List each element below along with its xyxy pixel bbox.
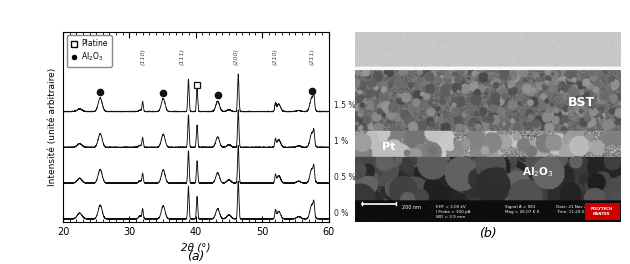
Text: Signal A = SE2: Signal A = SE2 [505, 205, 536, 209]
Text: WD = 3.9 mm: WD = 3.9 mm [437, 215, 466, 219]
Text: BST: BST [568, 96, 595, 109]
Text: Al$_2$O$_3$: Al$_2$O$_3$ [522, 165, 554, 178]
Text: (111): (111) [180, 48, 185, 65]
Text: 1.5 %: 1.5 % [334, 101, 355, 110]
Text: 200 nm: 200 nm [402, 205, 421, 210]
Text: 0.5 %: 0.5 % [334, 173, 355, 182]
Legend: Platine, Al$_2$O$_3$: Platine, Al$_2$O$_3$ [67, 35, 112, 67]
Text: POLYTECH
NANTES: POLYTECH NANTES [590, 207, 613, 216]
X-axis label: 2θ (°): 2θ (°) [181, 242, 210, 252]
Text: (b): (b) [479, 227, 496, 240]
Y-axis label: Intensité (unité arbitraire): Intensité (unité arbitraire) [49, 68, 57, 186]
Text: (210): (210) [273, 48, 278, 65]
Text: Mag = 26.07 K X: Mag = 26.07 K X [505, 210, 539, 214]
Text: (211): (211) [309, 48, 314, 65]
Text: 1 %: 1 % [334, 137, 348, 146]
Text: Time: 11:20:52: Time: 11:20:52 [556, 210, 587, 214]
Text: (a): (a) [187, 250, 205, 263]
Bar [585, 203, 620, 220]
Text: Date: 21 Nov 2013: Date: 21 Nov 2013 [556, 205, 595, 209]
Text: EHT = 3.00 kV: EHT = 3.00 kV [437, 205, 466, 209]
Text: Pt: Pt [382, 142, 396, 152]
Text: 0 %: 0 % [334, 209, 348, 218]
Text: I Probe = 100 pA: I Probe = 100 pA [437, 210, 471, 214]
Text: (200): (200) [233, 48, 238, 65]
Text: (110): (110) [140, 48, 145, 65]
Text: (100): (100) [77, 48, 82, 65]
